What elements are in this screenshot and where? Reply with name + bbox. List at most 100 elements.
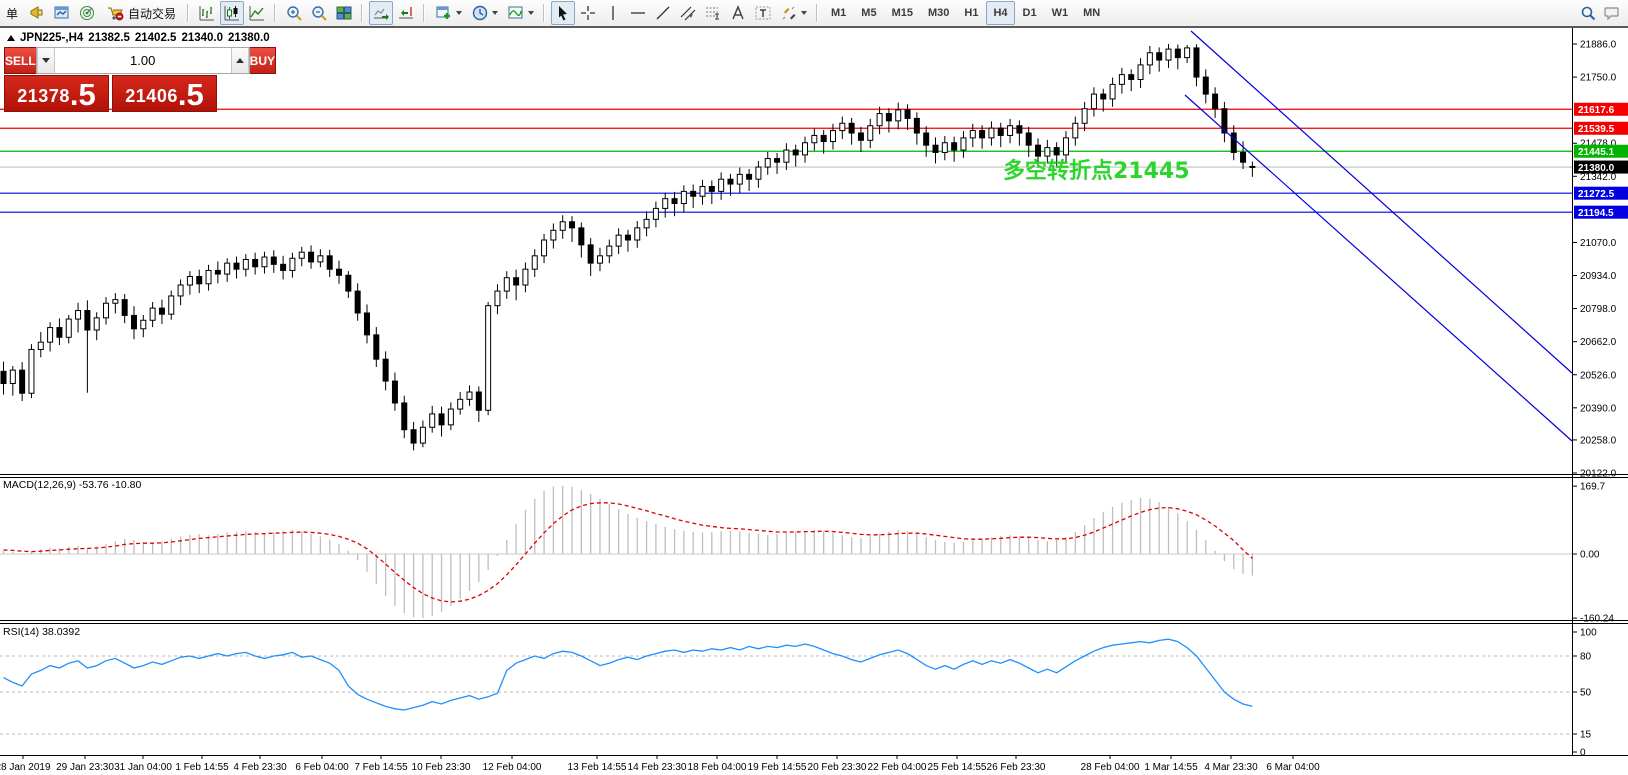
fibonacci-icon[interactable] [701, 1, 725, 25]
svg-text:13 Feb 14:55: 13 Feb 14:55 [568, 762, 627, 773]
price-badge [1574, 144, 1628, 158]
sell-price-int: 21378 [17, 86, 70, 106]
candles [0, 44, 1256, 451]
text-icon[interactable] [726, 1, 750, 25]
tile-windows-icon[interactable] [332, 1, 356, 25]
collapse-triangle-icon[interactable] [7, 35, 15, 41]
tf-h4-button[interactable]: H4 [986, 1, 1015, 25]
toolbar-separator [541, 2, 549, 24]
news-horn-icon[interactable] [25, 1, 49, 25]
svg-text:21617.6: 21617.6 [1578, 105, 1615, 116]
tf-m15-button[interactable]: M15 [891, 7, 913, 19]
tf-m1-button[interactable]: M1 [831, 7, 847, 19]
svg-text:0: 0 [1580, 748, 1586, 759]
vertical-line-icon[interactable] [601, 1, 625, 25]
volume-increase-button[interactable] [230, 48, 249, 73]
svg-text:1 Feb 14:55: 1 Feb 14:55 [175, 762, 229, 773]
svg-text:169.7: 169.7 [1580, 482, 1605, 493]
bar-open: 21382.5 [88, 32, 130, 44]
tf-m5-button[interactable]: M5 [861, 7, 877, 19]
horizontal-line-icon[interactable] [626, 1, 650, 25]
triangle-up-icon [235, 58, 244, 63]
svg-text:18 Feb 04:00: 18 Feb 04:00 [688, 762, 747, 773]
chart-shift-icon[interactable] [394, 1, 418, 25]
svg-text:28 Feb 04:00: 28 Feb 04:00 [1081, 762, 1140, 773]
tf-mn-button[interactable]: MN [1083, 7, 1101, 19]
candlestick-chart-icon[interactable] [220, 1, 245, 25]
bar-close: 21380.0 [228, 32, 270, 44]
svg-text:21380.0: 21380.0 [1578, 163, 1615, 174]
strategy-tester-icon[interactable] [75, 1, 99, 25]
svg-text:20662.0: 20662.0 [1580, 337, 1617, 348]
svg-text:7 Feb 14:55: 7 Feb 14:55 [354, 762, 408, 773]
indicators-icon[interactable] [503, 1, 538, 25]
autotrade-icon[interactable]: 自动交易 [100, 1, 182, 25]
pane-splitter[interactable] [0, 620, 1628, 624]
tf-h1-button[interactable]: H1 [964, 7, 979, 19]
svg-text:29 Jan 23:30: 29 Jan 23:30 [56, 762, 114, 773]
market-watch-icon[interactable] [50, 1, 74, 25]
trendline-icon[interactable] [651, 1, 675, 25]
toolbar-separator [814, 2, 822, 24]
auto-scroll-icon[interactable] [369, 1, 394, 25]
chevron-down-icon [528, 11, 535, 15]
svg-text:20390.0: 20390.0 [1580, 403, 1617, 414]
zoom-out-icon[interactable] [307, 1, 331, 25]
svg-text:12 Feb 04:00: 12 Feb 04:00 [483, 762, 542, 773]
svg-text:0.00: 0.00 [1580, 550, 1600, 561]
svg-text:14 Feb 23:30: 14 Feb 23:30 [628, 762, 687, 773]
chart-annotation: 多空转折点21445 [1003, 158, 1190, 184]
buy-button[interactable]: BUY [249, 47, 277, 74]
svg-text:21886.0: 21886.0 [1580, 40, 1617, 51]
buy-price[interactable]: 21406 .5 [112, 75, 217, 112]
tf-d1-button[interactable]: D1 [1022, 7, 1037, 19]
pane-splitter[interactable] [0, 474, 1628, 478]
svg-text:6 Feb 04:00: 6 Feb 04:00 [295, 762, 349, 773]
svg-text:6 Mar 04:00: 6 Mar 04:00 [1266, 762, 1320, 773]
channel-icon[interactable] [676, 1, 700, 25]
new-order-button[interactable]: 单 [5, 6, 18, 21]
zoom-in-icon[interactable] [282, 1, 306, 25]
toolbar-separator [421, 2, 429, 24]
sell-price[interactable]: 21378 .5 [4, 75, 109, 112]
text-label-icon[interactable] [751, 1, 775, 25]
autotrade-label: 自动交易 [128, 6, 177, 21]
buy-price-int: 21406 [125, 86, 178, 106]
profiles-icon[interactable] [467, 1, 502, 25]
bar-low: 21340.0 [181, 32, 224, 44]
svg-text:21194.5: 21194.5 [1578, 208, 1614, 219]
crosshair-icon[interactable] [576, 1, 600, 25]
macd-indicator-label: MACD(12,26,9) -53.76 -10.80 [3, 479, 142, 491]
svg-text:20122.0: 20122.0 [1580, 469, 1617, 480]
line-chart-icon[interactable] [245, 1, 269, 25]
new-chart-icon[interactable] [431, 1, 466, 25]
price-badge [1574, 121, 1628, 135]
tf-m30-button[interactable]: M30 [927, 7, 950, 19]
rsi-indicator-label: RSI(14) 38.0392 [3, 626, 81, 638]
chart-header: JPN225-,H4 21382.5 21402.5 21340.0 21380… [7, 32, 270, 44]
bar-chart-icon[interactable] [195, 1, 219, 25]
svg-text:20526.0: 20526.0 [1580, 370, 1617, 381]
chat-icon[interactable] [1600, 1, 1624, 25]
chevron-down-icon [456, 11, 463, 15]
toolbar-separator [185, 2, 193, 24]
svg-text:25 Feb 14:55: 25 Feb 14:55 [928, 762, 987, 773]
bar-high: 21402.5 [134, 32, 177, 44]
cursor-icon[interactable] [551, 1, 576, 25]
svg-text:21342.0: 21342.0 [1580, 172, 1617, 183]
arrows-icon[interactable] [776, 1, 811, 25]
svg-text:21272.5: 21272.5 [1578, 189, 1615, 200]
volume-decrease-button[interactable] [36, 48, 55, 73]
sell-button[interactable]: SELL [4, 47, 36, 74]
price-badge [1574, 160, 1628, 174]
trend-channel[interactable] [1184, 30, 1573, 442]
volume-input[interactable] [54, 48, 231, 73]
svg-text:20 Feb 23:30: 20 Feb 23:30 [808, 762, 867, 773]
search-icon[interactable] [1576, 1, 1600, 25]
horizontal-lines [0, 108, 1572, 213]
tf-w1-button[interactable]: W1 [1051, 7, 1069, 19]
svg-text:21539.5: 21539.5 [1578, 124, 1615, 135]
buy-price-frac: .5 [177, 77, 204, 112]
